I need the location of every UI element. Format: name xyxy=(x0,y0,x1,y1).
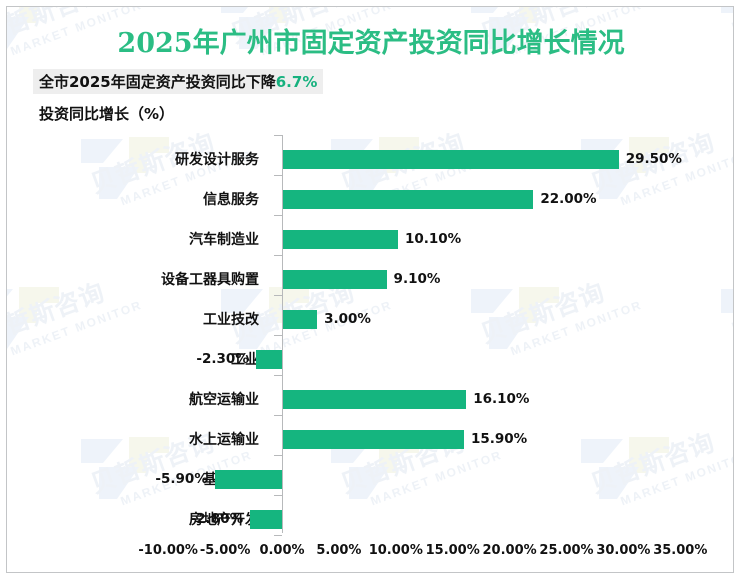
bar-value-label: -5.90% xyxy=(155,471,208,487)
axis-tick-mark xyxy=(274,415,282,416)
bar xyxy=(283,430,464,449)
bar xyxy=(283,390,467,409)
category-label: 房地产开发 xyxy=(189,512,259,528)
axis-tick-mark xyxy=(274,455,282,456)
axis-caption: 投资同比增长（%） xyxy=(39,105,175,123)
bar-value-label: 29.50% xyxy=(625,151,682,167)
bar-value-label: -2.30% xyxy=(196,351,249,367)
bar-row: 航空运输业 16.10% xyxy=(7,379,733,419)
bar-row: 房地产开发 -2.80% xyxy=(7,499,733,539)
axis-tick-mark xyxy=(274,295,282,296)
category-label: 水上运输业 xyxy=(189,432,259,448)
axis-tick-mark xyxy=(274,175,282,176)
x-tick-label: 20.00% xyxy=(482,543,537,558)
bar-row: 工业技改 3.00% xyxy=(7,299,733,339)
bar xyxy=(214,470,282,489)
bar-row: 水上运输业 15.90% xyxy=(7,419,733,459)
bar-value-label: -2.80% xyxy=(190,511,244,527)
bar xyxy=(250,510,282,529)
bar-row: 设备工器具购置 9.10% xyxy=(7,259,733,299)
axis-tick-mark xyxy=(274,375,282,376)
category-label: 研发设计服务 xyxy=(175,152,259,168)
category-label: 航空运输业 xyxy=(189,392,259,408)
bar-row: 信息服务 22.00% xyxy=(7,179,733,219)
x-tick-label: 30.00% xyxy=(596,543,651,558)
x-tick-label: 10.00% xyxy=(368,543,423,558)
axis-tick-mark xyxy=(274,535,282,536)
bar xyxy=(283,150,619,169)
axis-tick-mark xyxy=(274,215,282,216)
bar-value-label: 3.00% xyxy=(324,311,371,327)
category-label: 信息服务 xyxy=(203,192,259,208)
x-tick-label: -5.00% xyxy=(199,543,251,558)
bar-value-label: 15.90% xyxy=(470,431,528,447)
bar-row: 基础设施-5.90% xyxy=(7,459,733,499)
bar-row: 汽车制造业 10.10% xyxy=(7,219,733,259)
bar-chart-plot: 研发设计服务 29.50% 信息服务 22.00% 汽车制造业 10.10% 设备工器具购置… xyxy=(7,135,733,535)
bar xyxy=(283,230,398,249)
subtitle-banner: 全市2025年固定资产投资同比下降 6.7% xyxy=(33,69,324,94)
category-label: 工业技改 xyxy=(203,312,259,328)
bar-value-label: 9.10% xyxy=(393,271,441,287)
bar xyxy=(283,270,387,289)
bar xyxy=(283,310,318,329)
chart-card: 贝哲斯咨询 MARKET MONITOR 贝哲斯咨询 MARKET MONITOR 贝哲… xyxy=(6,6,734,573)
zero-axis-line xyxy=(282,135,283,533)
subtitle-accent-value: 6.7% xyxy=(275,72,318,91)
x-tick-label: 35.00% xyxy=(653,543,708,558)
category-label: 设备工器具购置 xyxy=(161,272,259,288)
axis-tick-mark xyxy=(274,135,282,136)
x-tick-label: 25.00% xyxy=(539,543,594,558)
x-tick-label: -10.00% xyxy=(138,543,198,558)
x-tick-label: 0.00% xyxy=(259,543,305,558)
category-label: 工业 xyxy=(231,352,259,368)
category-label: 汽车制造业 xyxy=(189,232,259,248)
bar-value-label: 10.10% xyxy=(404,231,462,247)
subtitle-text: 全市2025年固定资产投资同比下降 xyxy=(39,73,276,91)
page-title: 2025年广州市固定资产投资同比增长情况 xyxy=(117,28,625,59)
axis-tick-mark xyxy=(274,255,282,256)
x-tick-label: 5.00% xyxy=(316,543,362,558)
bar-row: 研发设计服务 29.50% xyxy=(7,139,733,179)
bar-row: 工业 -2.30% xyxy=(7,339,733,379)
axis-tick-mark xyxy=(274,495,282,496)
x-tick-label: 15.00% xyxy=(425,543,480,558)
axis-tick-mark xyxy=(274,335,282,336)
x-axis-tick-labels: -10.00% -5.00% 0.00% 5.00% 10.00% 15.00% 20.00… xyxy=(7,543,733,567)
bar-value-label: 16.10% xyxy=(473,391,530,407)
bar xyxy=(255,350,282,369)
bar-value-label: 22.00% xyxy=(540,191,597,207)
bar xyxy=(283,190,534,209)
